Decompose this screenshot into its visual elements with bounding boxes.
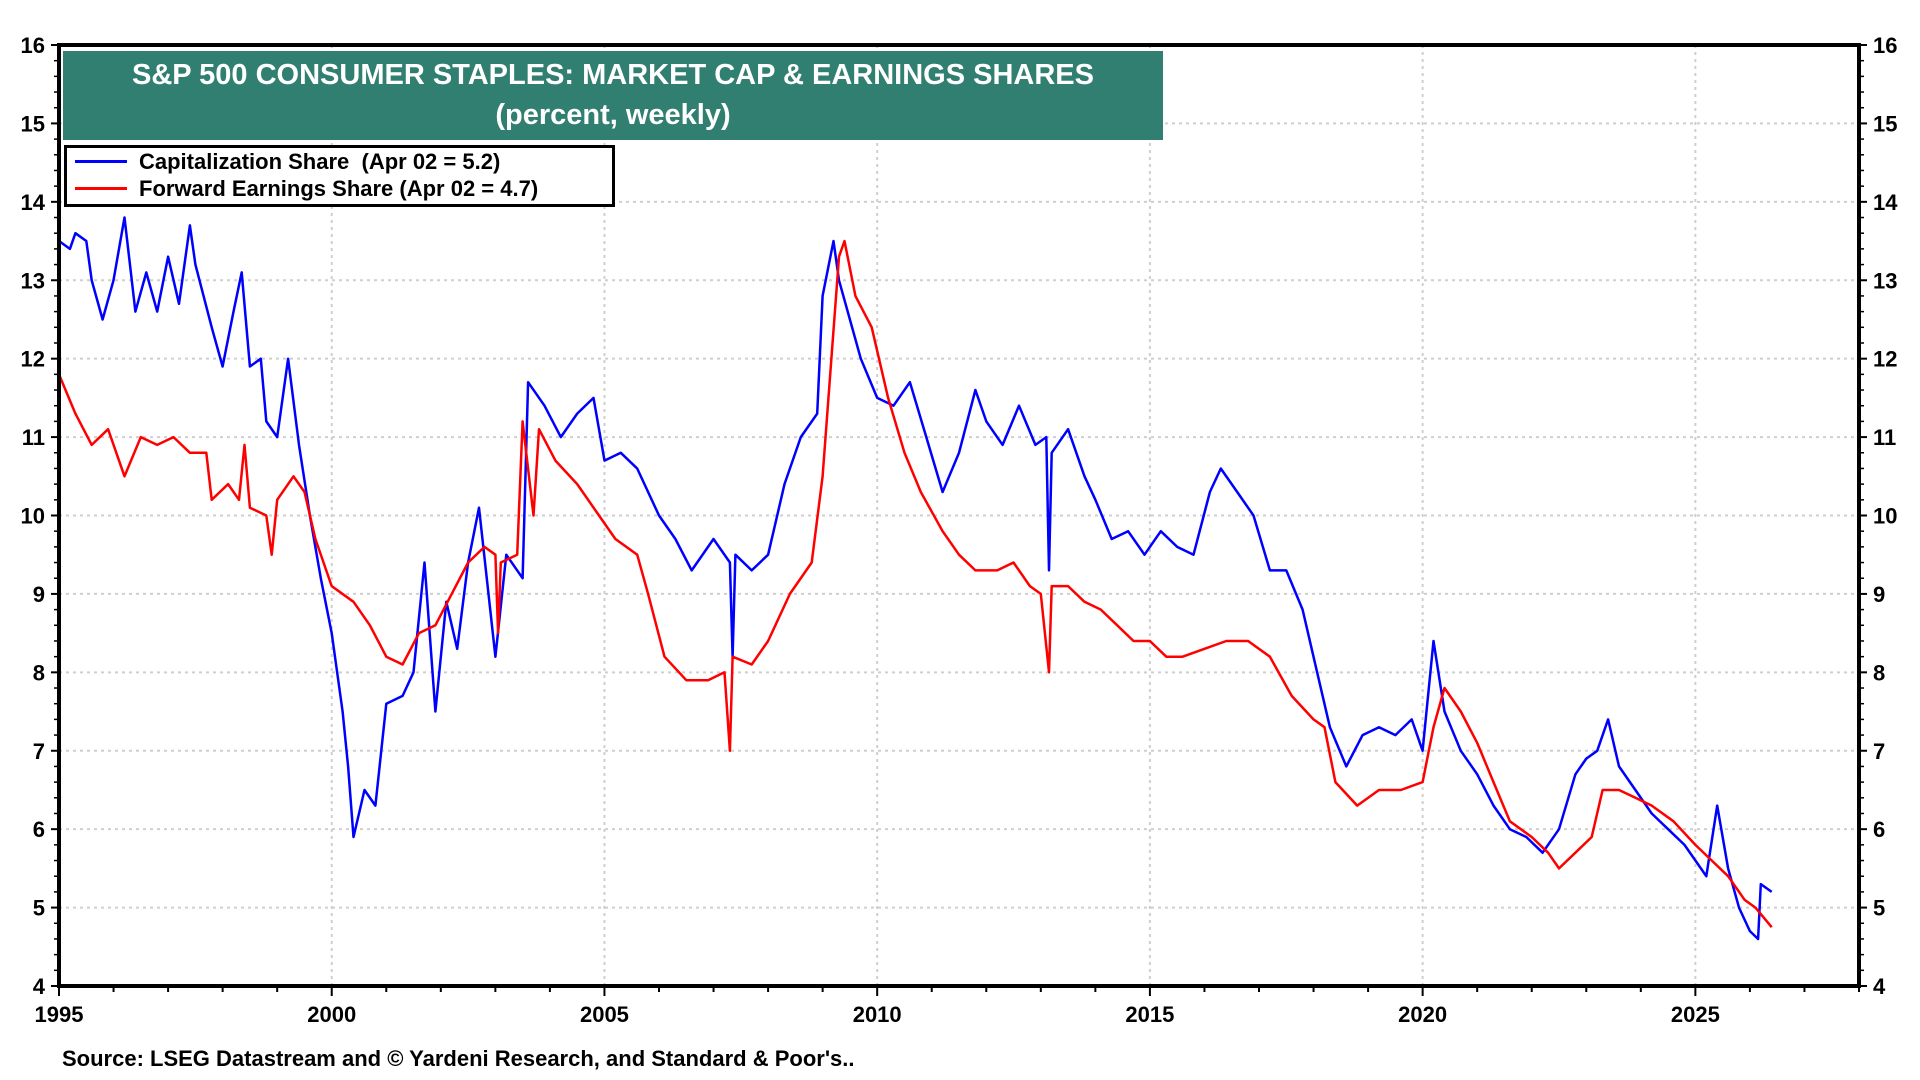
legend-item-earnings-share: Forward Earnings Share (Apr 02 = 4.7) [67,175,612,202]
y-tick-label-left: 4 [33,974,46,999]
legend-label: Forward Earnings Share (Apr 02 = 4.7) [139,175,539,201]
y-tick-label-right: 4 [1873,974,1886,999]
y-tick-label-right: 15 [1873,111,1897,136]
y-tick-label-right: 16 [1873,33,1897,58]
legend-label: Capitalization Share (Apr 02 = 5.2) [139,148,501,174]
legend-swatch-blue [75,160,127,163]
x-tick-label: 2025 [1671,1002,1720,1027]
y-tick-label-right: 13 [1873,268,1897,293]
chart-subtitle: (percent, weekly) [495,99,731,131]
x-tick-label: 2020 [1398,1002,1447,1027]
y-tick-label-right: 8 [1873,660,1885,685]
y-tick-label-right: 11 [1873,425,1896,450]
y-tick-label-left: 11 [22,425,45,450]
x-tick-label: 2015 [1125,1002,1174,1027]
y-tick-label-right: 5 [1873,896,1885,921]
axis-ticks: 4 4 5 5 6 6 7 7 8 8 9 9 10 10 11 11 12 12 13 13 14 14 15 15 16 16… [21,33,1899,1027]
source-note: Source: LSEG Datastream and © Yardeni Re… [62,1046,855,1071]
y-tick-label-right: 14 [1873,190,1898,215]
y-tick-label-left: 6 [33,817,45,842]
y-tick-label-left: 13 [21,268,45,293]
y-tick-label-left: 5 [33,896,45,921]
y-tick-label-right: 12 [1873,347,1897,372]
series-line-forward-earnings-share [57,239,1773,928]
legend: Capitalization Share (Apr 02 = 5.2) Forw… [64,145,615,207]
y-tick-label-right: 10 [1873,504,1897,529]
y-tick-label-left: 15 [21,111,45,136]
y-tick-label-left: 7 [33,739,45,764]
y-tick-label-left: 12 [21,347,45,372]
legend-swatch-red [75,187,127,190]
y-tick-label-right: 6 [1873,817,1885,842]
series-line-capitalization-share [58,216,1773,941]
x-tick-label: 2005 [580,1002,629,1027]
y-tick-label-right: 7 [1873,739,1885,764]
x-tick-label: 2000 [307,1002,356,1027]
y-tick-label-left: 9 [33,582,45,607]
y-tick-label-left: 8 [33,660,45,685]
y-tick-label-left: 16 [21,33,45,58]
chart-title: S&P 500 CONSUMER STAPLES: MARKET CAP & E… [132,59,1094,91]
x-tick-label: 1995 [35,1002,84,1027]
x-tick-label: 2010 [853,1002,902,1027]
chart-title-box: S&P 500 CONSUMER STAPLES: MARKET CAP & E… [63,51,1163,140]
y-tick-label-left: 14 [21,190,46,215]
y-tick-label-left: 10 [21,504,45,529]
y-tick-label-right: 9 [1873,582,1885,607]
series-lines [57,216,1773,941]
legend-item-cap-share: Capitalization Share (Apr 02 = 5.2) [67,148,612,175]
